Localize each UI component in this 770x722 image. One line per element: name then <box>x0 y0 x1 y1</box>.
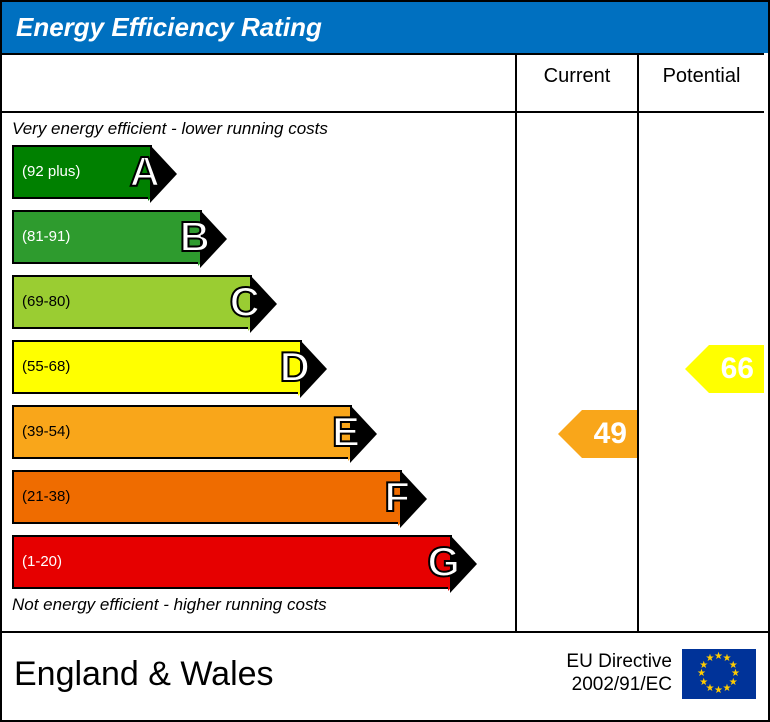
chart-title: Energy Efficiency Rating <box>2 2 768 53</box>
current-column-header: Current <box>515 53 637 111</box>
bottom-caption: Not energy efficient - higher running co… <box>12 595 505 615</box>
band-letter-c: C <box>230 278 260 326</box>
band-row-c: (69-80) C <box>12 275 505 329</box>
current-value: 49 <box>594 417 627 451</box>
potential-column: 66 <box>637 111 764 632</box>
band-row-a: (92 plus) A <box>12 145 505 199</box>
band-bar-c: (69-80)C <box>12 275 252 329</box>
band-bar-a: (92 plus)A <box>12 145 152 199</box>
band-row-g: (1-20) G <box>12 535 505 589</box>
band-bar-b: (81-91)B <box>12 210 202 264</box>
band-range-g: (1-20) <box>14 553 62 570</box>
band-row-e: (39-54) E <box>12 405 505 459</box>
top-caption: Very energy efficient - lower running co… <box>12 119 505 139</box>
band-row-b: (81-91) B <box>12 210 505 264</box>
band-range-d: (55-68) <box>14 358 70 375</box>
current-column: 49 <box>515 111 637 632</box>
band-letter-b: B <box>180 213 210 261</box>
potential-pointer: 66 <box>709 345 764 393</box>
band-range-b: (81-91) <box>14 228 70 245</box>
band-bar-d: (55-68)D <box>12 340 302 394</box>
band-row-f: (21-38) F <box>12 470 505 524</box>
eu-star-icon: ★ <box>706 653 715 664</box>
directive-line1: EU Directive <box>566 651 672 674</box>
band-letter-f: F <box>384 473 410 521</box>
band-letter-a: A <box>130 148 160 196</box>
band-bar-e: (39-54)E <box>12 405 352 459</box>
region-label: England & Wales <box>14 655 566 694</box>
band-range-c: (69-80) <box>14 293 70 310</box>
potential-value: 66 <box>721 352 754 386</box>
chart-footer: England & Wales EU Directive 2002/91/EC … <box>2 633 768 715</box>
band-row-d: (55-68) D <box>12 340 505 394</box>
band-letter-g: G <box>427 538 460 586</box>
potential-column-header: Potential <box>637 53 764 111</box>
chart-grid: Current Potential Very energy efficient … <box>2 53 768 633</box>
epc-chart: Energy Efficiency Rating Current Potenti… <box>0 0 770 722</box>
band-letter-e: E <box>332 408 360 456</box>
band-range-a: (92 plus) <box>14 163 80 180</box>
bands-column-header <box>2 53 515 111</box>
band-range-e: (39-54) <box>14 423 70 440</box>
band-range-f: (21-38) <box>14 488 70 505</box>
current-pointer: 49 <box>582 410 637 458</box>
band-bar-g: (1-20)G <box>12 535 452 589</box>
bands-area: Very energy efficient - lower running co… <box>2 111 515 632</box>
band-letter-d: D <box>280 343 310 391</box>
eu-star-icon: ★ <box>714 685 723 696</box>
eu-star-icon: ★ <box>723 683 732 694</box>
bars-list: (92 plus) A (81-91) B (69-80) C (55-68) D (39-54… <box>12 145 505 589</box>
eu-flag-icon: ★★★★★★★★★★★★ <box>682 649 756 699</box>
directive-label: EU Directive 2002/91/EC <box>566 651 672 697</box>
band-bar-f: (21-38)F <box>12 470 402 524</box>
directive-line2: 2002/91/EC <box>566 674 672 697</box>
